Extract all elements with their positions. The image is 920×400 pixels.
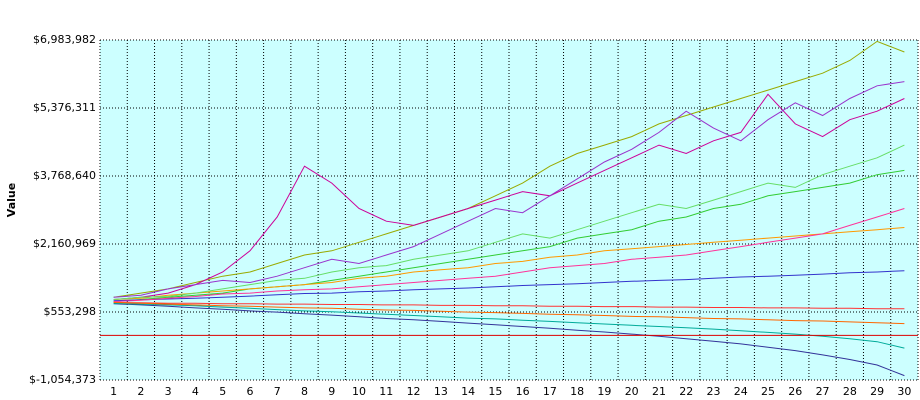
x-tick-label: 2 [137, 385, 144, 398]
x-tick-label: 28 [843, 385, 857, 398]
y-tick-label: $3,768,640 [33, 169, 96, 182]
x-tick-label: 25 [761, 385, 775, 398]
series-line [113, 40, 905, 298]
y-tick-label: $553,298 [44, 305, 97, 318]
series-line [113, 301, 905, 325]
y-tick-label: $5,376,311 [33, 101, 96, 114]
x-tick-label: 5 [219, 385, 226, 398]
x-tick-label: 24 [734, 385, 748, 398]
x-tick-label: 20 [625, 385, 639, 398]
x-tick-label: 9 [328, 385, 335, 398]
y-tick-label: $6,983,982 [33, 33, 96, 46]
x-tick-label: 10 [352, 385, 366, 398]
series-line [113, 302, 905, 349]
series-line [113, 81, 905, 298]
y-tick-label: $2,160,969 [33, 237, 96, 250]
x-tick-label: 23 [707, 385, 721, 398]
y-axis-label: Value [5, 183, 18, 217]
x-tick-label: 16 [516, 385, 530, 398]
x-tick-label: 14 [461, 385, 475, 398]
series-line [113, 144, 905, 300]
x-tick-label: 27 [816, 385, 830, 398]
x-tick-label: 22 [679, 385, 693, 398]
x-tick-label: 29 [870, 385, 884, 398]
x-tick-label: 17 [543, 385, 557, 398]
x-tick-label: 6 [246, 385, 253, 398]
x-tick-label: 18 [570, 385, 584, 398]
y-tick-label: $-1,054,373 [29, 373, 96, 386]
x-tick-label: 3 [165, 385, 172, 398]
series-line [113, 227, 905, 300]
x-tick-label: 8 [301, 385, 308, 398]
series-line [113, 208, 905, 303]
x-tick-label: 21 [652, 385, 666, 398]
x-tick-label: 1 [110, 385, 117, 398]
x-tick-label: 19 [597, 385, 611, 398]
x-tick-label: 7 [274, 385, 281, 398]
series-line [113, 301, 905, 310]
series-line [113, 303, 905, 377]
series-line [113, 93, 905, 300]
x-tick-label: 15 [488, 385, 502, 398]
x-tick-label: 4 [192, 385, 199, 398]
x-tick-label: 30 [897, 385, 911, 398]
x-tick-label: 26 [788, 385, 802, 398]
series-line [113, 270, 905, 302]
x-tick-label: 11 [379, 385, 393, 398]
x-tick-label: 12 [407, 385, 421, 398]
x-tick-label: 13 [434, 385, 448, 398]
plot-area [100, 40, 918, 380]
